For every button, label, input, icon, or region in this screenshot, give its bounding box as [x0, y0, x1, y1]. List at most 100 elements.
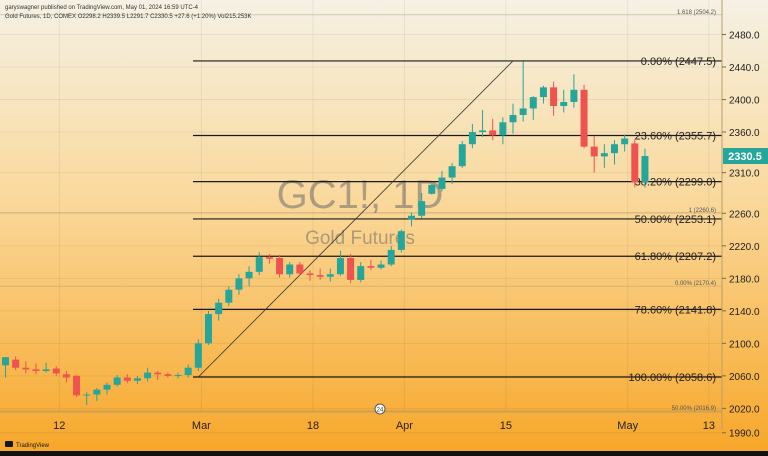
candle-down[interactable] — [367, 259, 375, 271]
candle-up[interactable] — [377, 260, 385, 270]
candle-up[interactable] — [336, 250, 344, 276]
price-tick-label: 2180.0 — [729, 274, 760, 285]
candle-up[interactable] — [458, 140, 466, 168]
candles[interactable] — [2, 61, 649, 406]
symbol-watermark: GC1!, 1D Gold Futures — [277, 173, 444, 249]
price-tick-label: 2360.0 — [729, 128, 760, 139]
candle-up[interactable] — [144, 367, 152, 382]
candle-up[interactable] — [194, 339, 202, 371]
candle-up[interactable] — [600, 144, 608, 168]
candle-up[interactable] — [397, 229, 405, 253]
watermark-symbol: GC1!, 1D — [277, 173, 444, 217]
candle-up[interactable] — [529, 96, 537, 120]
fibonacci-retracement[interactable]: 0.00% (2447.5) 23.60% (2355.7) 38.20% (229… — [0, 10, 722, 412]
price-tick-label: 2310.0 — [729, 169, 760, 180]
candle-up[interactable] — [42, 362, 50, 373]
candle-up[interactable] — [468, 123, 476, 149]
candle-down[interactable] — [265, 253, 273, 264]
candle-down[interactable] — [123, 374, 131, 384]
time-axis[interactable]: 12 Mar 18 Apr 15 May 13 — [53, 420, 715, 432]
fib-extension-label: 1.618 (2504.2) — [677, 10, 716, 16]
candle-up[interactable] — [621, 134, 629, 152]
candle-up[interactable] — [448, 162, 456, 185]
candle-body — [133, 378, 141, 381]
candle-up[interactable] — [519, 61, 527, 122]
candle-up[interactable] — [245, 266, 253, 287]
candle-body — [458, 144, 466, 167]
candle-up[interactable] — [215, 298, 223, 321]
candle-down[interactable] — [631, 139, 639, 188]
candle-down[interactable] — [590, 136, 598, 173]
candle-up[interactable] — [326, 268, 334, 282]
candle-down[interactable] — [550, 81, 558, 116]
candle-up[interactable] — [499, 117, 507, 145]
candle-down[interactable] — [73, 375, 81, 397]
candle-down[interactable] — [154, 370, 162, 380]
candle-down[interactable] — [52, 366, 60, 376]
candle-up[interactable] — [479, 110, 487, 137]
candle-body — [468, 132, 476, 145]
candle-down[interactable] — [347, 253, 355, 284]
candle-up[interactable] — [103, 382, 111, 395]
candle-up[interactable] — [560, 89, 568, 113]
trend-line-layer[interactable] — [198, 60, 514, 378]
candle-body — [103, 384, 111, 390]
candle-up[interactable] — [174, 372, 182, 379]
candle-up[interactable] — [2, 357, 9, 378]
trend-line[interactable] — [198, 60, 514, 378]
candle-up[interactable] — [611, 140, 618, 165]
candle-body — [438, 177, 446, 189]
candle-up[interactable] — [93, 388, 101, 402]
candle-body — [123, 377, 131, 381]
candle-down[interactable] — [12, 356, 20, 371]
time-tick-label: May — [617, 420, 638, 432]
candle-body — [509, 114, 517, 123]
price-tick-label: 2060.0 — [729, 372, 760, 383]
candle-body — [641, 156, 649, 183]
candle-up[interactable] — [225, 286, 233, 306]
price-axis[interactable]: 1990.0 2020.0 2060.0 2100.0 2140.0 2180.0 2220… — [722, 31, 760, 440]
candle-body — [286, 264, 294, 275]
candle-up[interactable] — [509, 103, 517, 134]
candle-up[interactable] — [184, 364, 192, 378]
candle-down[interactable] — [276, 254, 284, 278]
fib-level-label: 61.80% (2207.2) — [635, 251, 716, 263]
candle-up[interactable] — [133, 375, 141, 384]
candle-up[interactable] — [570, 74, 578, 108]
candle-down[interactable] — [164, 372, 172, 378]
event-marker[interactable]: 24 — [374, 403, 386, 415]
candle-down[interactable] — [306, 270, 314, 281]
fib-extension-label: 0.00% (2170.4) — [675, 281, 716, 287]
candle-up[interactable] — [286, 262, 294, 278]
candle-up[interactable] — [83, 392, 91, 406]
tradingview-brand-label: TradingView — [16, 443, 50, 449]
candle-up[interactable] — [641, 148, 649, 188]
candle-up[interactable] — [205, 310, 212, 345]
candle-down[interactable] — [316, 268, 324, 280]
candle-body — [326, 274, 334, 277]
candle-down[interactable] — [62, 370, 70, 383]
candle-up[interactable] — [357, 262, 365, 283]
candle-up[interactable] — [235, 274, 243, 295]
candle-up[interactable] — [255, 252, 263, 276]
candle-down[interactable] — [580, 84, 588, 149]
candle-up[interactable] — [408, 212, 415, 227]
current-price-label: 2330.5 — [728, 151, 762, 163]
candle-up[interactable] — [387, 245, 395, 267]
candle-up[interactable] — [438, 171, 446, 192]
candle-up[interactable] — [418, 192, 426, 219]
candle-down[interactable] — [22, 361, 30, 374]
fib-level-label: 100.00% (2058.6) — [629, 372, 716, 384]
candle-up[interactable] — [539, 85, 547, 104]
candle-down[interactable] — [296, 262, 304, 276]
tradingview-brand: TradingView — [5, 441, 50, 449]
candle-up[interactable] — [113, 375, 121, 387]
candle-up[interactable] — [428, 184, 436, 195]
event-marker-circle[interactable] — [374, 403, 386, 415]
candle-down[interactable] — [489, 119, 497, 141]
fib-level-label: 0.00% (2447.5) — [641, 56, 716, 68]
candle-body — [93, 389, 101, 395]
price-tick-label: 1990.0 — [729, 429, 760, 440]
candle-down[interactable] — [32, 363, 40, 375]
